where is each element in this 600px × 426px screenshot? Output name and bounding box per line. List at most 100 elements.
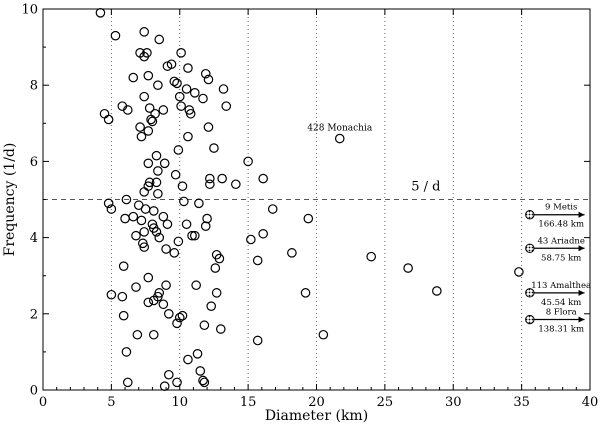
arrow-head-icon — [578, 245, 585, 252]
data-point — [174, 91, 185, 102]
y-axis-ticks: 0 2 4 6 8 10 — [21, 3, 590, 399]
data-point — [200, 221, 211, 231]
data-point — [185, 108, 196, 119]
data-point — [187, 230, 197, 241]
x-tick-label: 40 — [582, 395, 599, 410]
data-point — [205, 179, 215, 190]
data-point — [121, 347, 132, 357]
offscale-diameter: 138.31 km — [538, 325, 584, 335]
data-point — [161, 244, 171, 254]
data-point — [221, 101, 232, 111]
x-tick-label: 0 — [39, 395, 47, 410]
arrow-head-icon — [578, 211, 585, 218]
offscale-name: 43 Ariadne — [537, 236, 584, 246]
data-point — [158, 299, 169, 310]
data-point — [258, 228, 268, 239]
data-point — [203, 74, 214, 85]
data-point — [215, 324, 226, 334]
data-point — [194, 198, 204, 209]
data-point — [177, 310, 188, 321]
data-point — [200, 68, 211, 79]
data-point — [209, 143, 219, 153]
data-points — [95, 8, 524, 391]
data-point — [162, 219, 173, 230]
x-tick-label: 25 — [377, 395, 394, 410]
data-point — [159, 381, 170, 391]
data-point — [140, 204, 151, 214]
data-point — [148, 206, 159, 216]
x-tick-label: 15 — [240, 395, 257, 410]
data-point — [173, 236, 184, 247]
offscale-point — [525, 314, 535, 325]
data-point — [318, 329, 329, 340]
data-point — [210, 263, 221, 273]
data-point — [151, 177, 162, 188]
data-point — [139, 187, 149, 197]
data-point — [206, 301, 217, 311]
data-point — [131, 230, 141, 241]
data-point — [267, 204, 278, 214]
data-point — [243, 156, 253, 167]
data-point — [199, 320, 210, 331]
data-point — [139, 91, 149, 102]
y-tick-label: 4 — [30, 231, 38, 246]
data-point — [181, 84, 192, 94]
data-point — [143, 70, 154, 81]
data-point — [143, 272, 154, 283]
data-point — [132, 329, 143, 340]
arrow-head-icon — [578, 316, 585, 323]
offscale-name: 9 Metis — [545, 203, 577, 213]
point-annotation: 428 Monachia — [307, 124, 373, 134]
x-tick-label: 10 — [171, 395, 188, 410]
data-point — [139, 227, 149, 237]
offscale-point — [525, 243, 535, 253]
data-point — [173, 145, 184, 155]
data-point — [192, 349, 203, 359]
data-point — [118, 261, 129, 271]
data-point — [198, 375, 208, 386]
y-tick-label: 2 — [30, 307, 38, 322]
data-point — [170, 169, 181, 180]
reference-line-label: 5 / d — [411, 180, 440, 195]
x-tick-label: 20 — [308, 395, 325, 410]
offscale-diameter: 166.48 km — [538, 220, 584, 230]
data-point — [143, 297, 154, 308]
y-axis-label: Frequency (1/d) — [2, 143, 18, 257]
data-point — [258, 173, 268, 184]
x-axis-ticks: 0 5 10 15 20 25 30 35 40 — [39, 9, 598, 410]
data-point — [164, 369, 174, 380]
data-point — [120, 213, 130, 224]
offscale-point — [525, 210, 535, 220]
data-point — [154, 34, 165, 45]
data-point — [138, 238, 148, 249]
data-point — [142, 48, 152, 58]
data-point — [169, 248, 180, 258]
data-point — [158, 105, 169, 115]
data-point — [191, 280, 201, 291]
y-tick-label: 10 — [21, 3, 38, 18]
data-point — [154, 232, 165, 243]
data-point — [189, 88, 200, 98]
data-point — [164, 308, 174, 319]
data-point — [183, 131, 193, 142]
data-point — [153, 166, 163, 176]
data-point — [217, 173, 227, 184]
data-point — [150, 108, 160, 119]
data-point — [181, 219, 192, 230]
offscale-name: 8 Flora — [546, 308, 577, 318]
x-axis-label: Diameter (km) — [265, 408, 368, 424]
offscale-name: 113 Amalthea — [531, 281, 591, 291]
data-point — [122, 105, 133, 115]
data-point — [128, 211, 139, 222]
y-tick-label: 0 — [30, 384, 38, 399]
data-point — [177, 181, 188, 191]
data-point — [143, 158, 154, 169]
x-tick-label: 5 — [107, 395, 115, 410]
data-point — [151, 227, 162, 237]
data-point — [432, 286, 442, 296]
data-point — [161, 280, 171, 291]
data-point — [106, 204, 117, 214]
data-point — [128, 72, 139, 83]
data-point — [144, 177, 155, 188]
data-point — [151, 150, 162, 161]
